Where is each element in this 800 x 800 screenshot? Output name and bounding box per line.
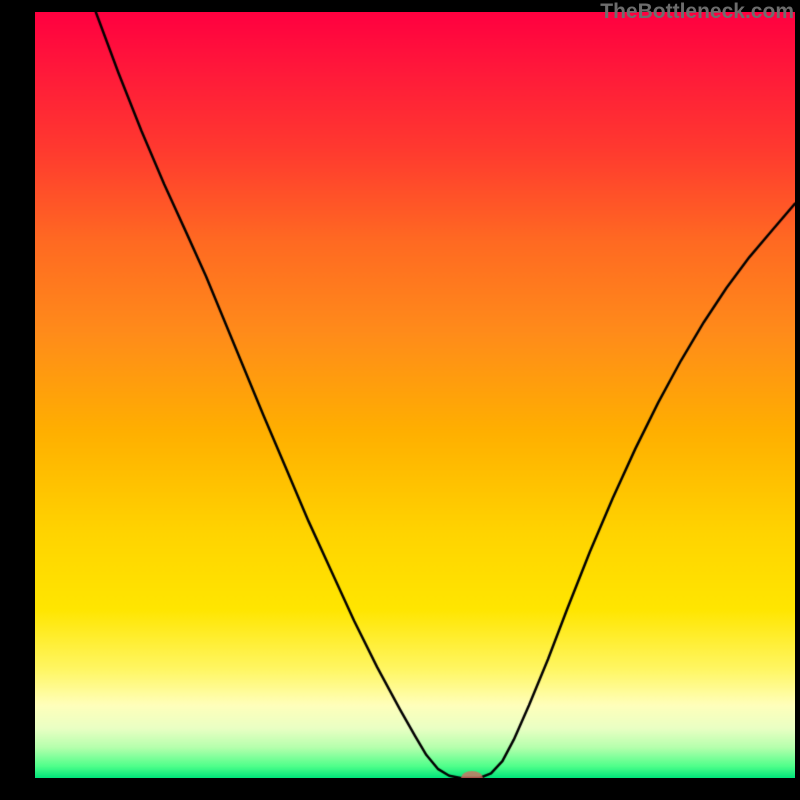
plot-area [35,12,795,778]
bottleneck-chart-canvas [35,12,795,778]
chart-container: TheBottleneck.com [0,0,800,800]
